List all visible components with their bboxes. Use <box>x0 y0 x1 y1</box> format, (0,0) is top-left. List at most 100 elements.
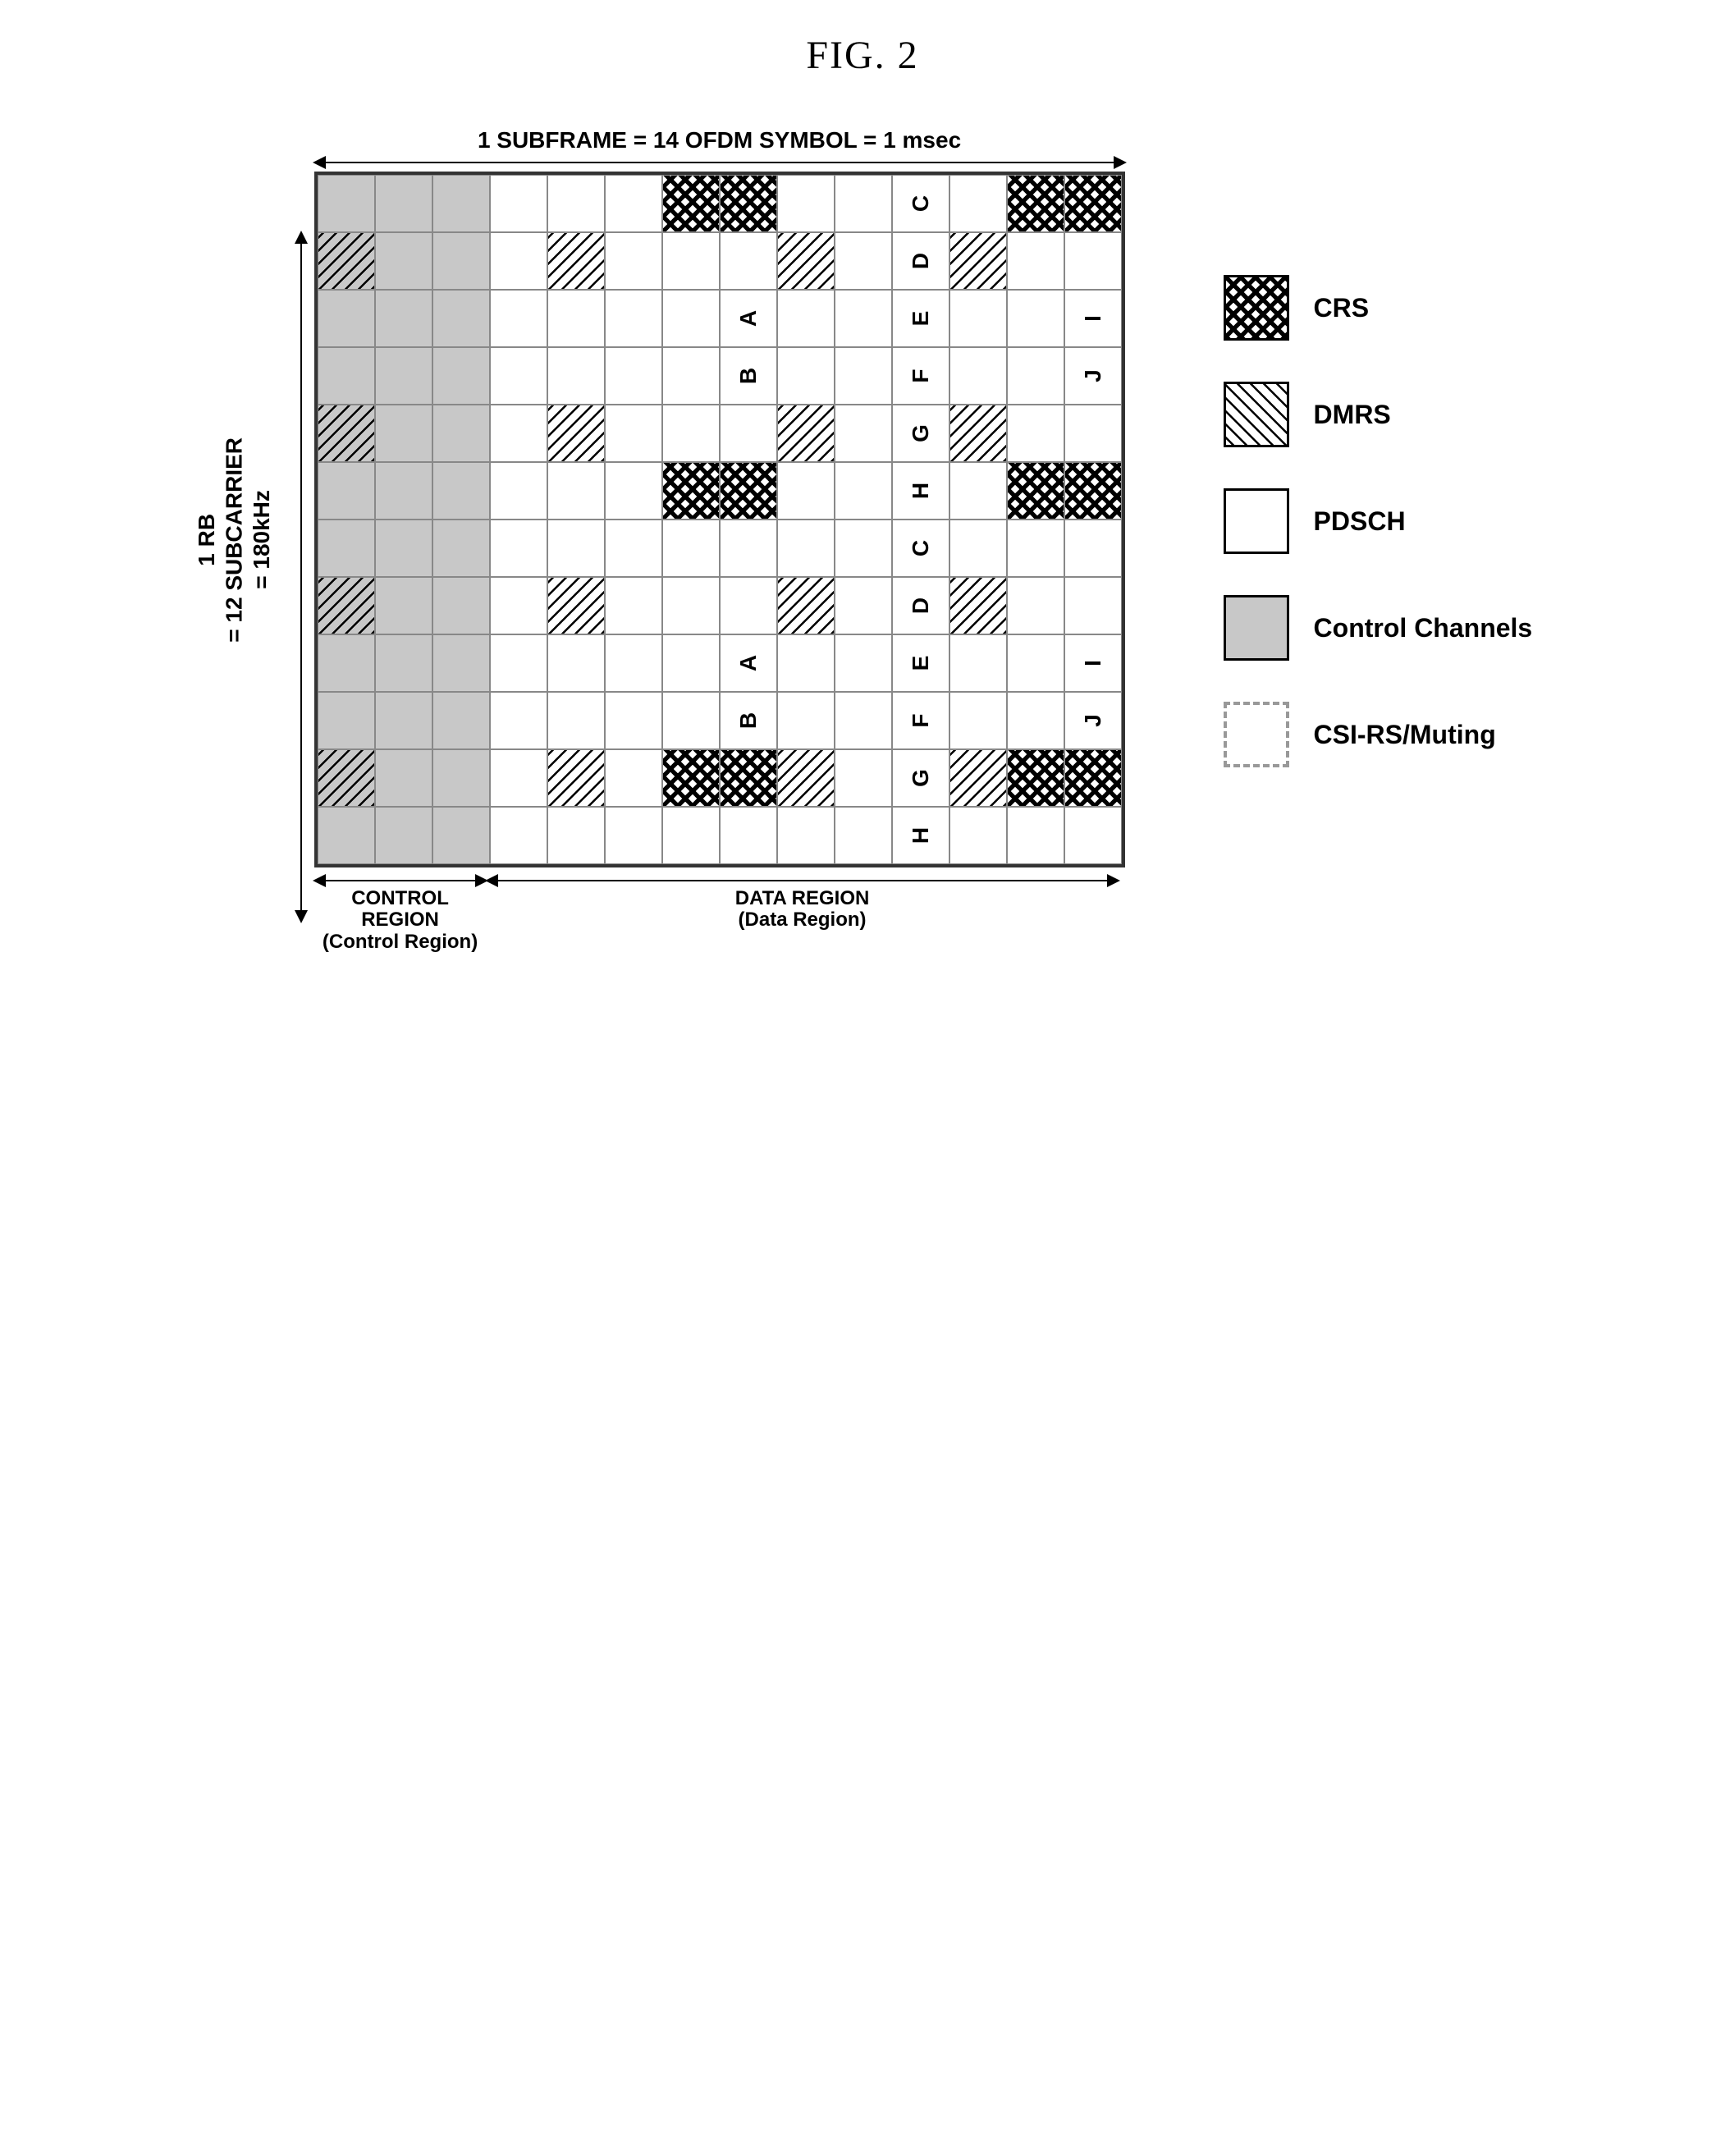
grid-cell: H <box>892 462 949 520</box>
grid-cell <box>432 232 490 290</box>
grid-cell <box>835 692 892 749</box>
grid-cell <box>547 520 605 577</box>
grid-cell <box>949 520 1007 577</box>
grid-cell <box>547 749 605 807</box>
grid-cell <box>1064 520 1122 577</box>
grid-cell <box>547 405 605 462</box>
grid-cell <box>835 462 892 520</box>
grid-cell <box>1007 807 1064 864</box>
grid-cell: D <box>892 232 949 290</box>
grid-cell <box>777 520 835 577</box>
grid-cell <box>777 634 835 692</box>
grid-cell <box>662 462 720 520</box>
grid-cell <box>605 462 662 520</box>
main-container: 1 RB = 12 SUBCARRIER = 180kHz 1 SUBFRAME… <box>33 127 1692 953</box>
grid-cell <box>605 347 662 405</box>
grid-cell <box>605 232 662 290</box>
grid-cell <box>605 749 662 807</box>
y-axis-arrow <box>300 232 302 922</box>
grid-cell: F <box>892 347 949 405</box>
grid-cell <box>949 462 1007 520</box>
grid-cell <box>490 692 547 749</box>
grid-cell <box>662 405 720 462</box>
grid-cell <box>375 290 432 347</box>
grid-cell <box>777 807 835 864</box>
figure-title: FIG. 2 <box>33 33 1692 78</box>
grid-cell <box>490 405 547 462</box>
grid-cell <box>605 520 662 577</box>
grid-cell <box>605 175 662 232</box>
grid-cell: B <box>720 347 777 405</box>
grid-cell <box>547 175 605 232</box>
grid-cell <box>835 175 892 232</box>
grid-cell <box>375 749 432 807</box>
control-region-label: CONTROL REGION(Control Region) <box>314 880 487 953</box>
grid-cell <box>318 290 375 347</box>
grid-cell <box>1007 290 1064 347</box>
grid-cell: J <box>1064 347 1122 405</box>
grid-cell <box>318 405 375 462</box>
grid-cell <box>375 232 432 290</box>
grid-cell <box>835 290 892 347</box>
grid-cell <box>605 405 662 462</box>
grid-cell <box>605 692 662 749</box>
grid-cell <box>777 462 835 520</box>
grid-cell <box>777 175 835 232</box>
grid-cell <box>835 634 892 692</box>
grid-cell <box>662 290 720 347</box>
grid-cell <box>432 462 490 520</box>
grid-cell <box>662 347 720 405</box>
legend-label: PDSCH <box>1314 506 1406 537</box>
grid-cell: H <box>892 807 949 864</box>
grid-cell <box>375 175 432 232</box>
grid-cell <box>1007 405 1064 462</box>
grid-cell <box>662 692 720 749</box>
grid-cell <box>1007 692 1064 749</box>
grid-cell <box>949 749 1007 807</box>
grid-cell <box>490 232 547 290</box>
legend-swatch-csi <box>1224 702 1289 767</box>
grid-cell <box>835 807 892 864</box>
grid-cell <box>1007 462 1064 520</box>
x-axis-arrow <box>314 162 1125 163</box>
grid-cell <box>547 807 605 864</box>
grid-cell <box>432 577 490 634</box>
grid-cell <box>318 462 375 520</box>
grid-cell <box>1064 175 1122 232</box>
grid-cell <box>720 462 777 520</box>
grid-cell <box>490 577 547 634</box>
grid-cell <box>318 692 375 749</box>
grid-cell <box>605 634 662 692</box>
grid-cell: F <box>892 692 949 749</box>
grid-cell <box>318 347 375 405</box>
grid-cell <box>318 807 375 864</box>
grid-cell <box>949 175 1007 232</box>
grid-cell <box>490 290 547 347</box>
grid-cell <box>605 577 662 634</box>
grid-cell <box>662 175 720 232</box>
grid-cell <box>949 232 1007 290</box>
grid-cell <box>547 462 605 520</box>
grid-cell <box>720 749 777 807</box>
grid-cell <box>949 692 1007 749</box>
grid-cell <box>490 520 547 577</box>
grid-cell <box>490 462 547 520</box>
grid-cell <box>432 175 490 232</box>
grid-cell <box>375 692 432 749</box>
y-axis-label: 1 RB = 12 SUBCARRIER = 180kHz <box>193 437 276 643</box>
grid-cell <box>547 692 605 749</box>
grid-cell <box>949 290 1007 347</box>
grid-cell <box>375 807 432 864</box>
grid-cell <box>949 634 1007 692</box>
grid-cell <box>777 232 835 290</box>
grid-cell <box>949 577 1007 634</box>
grid-cell <box>1007 175 1064 232</box>
grid-cell <box>720 577 777 634</box>
grid-cell <box>662 807 720 864</box>
grid-cell <box>777 749 835 807</box>
grid-cell: J <box>1064 692 1122 749</box>
grid-cell: A <box>720 634 777 692</box>
grid-cell <box>1007 577 1064 634</box>
grid-cell <box>375 577 432 634</box>
grid-cell <box>318 634 375 692</box>
